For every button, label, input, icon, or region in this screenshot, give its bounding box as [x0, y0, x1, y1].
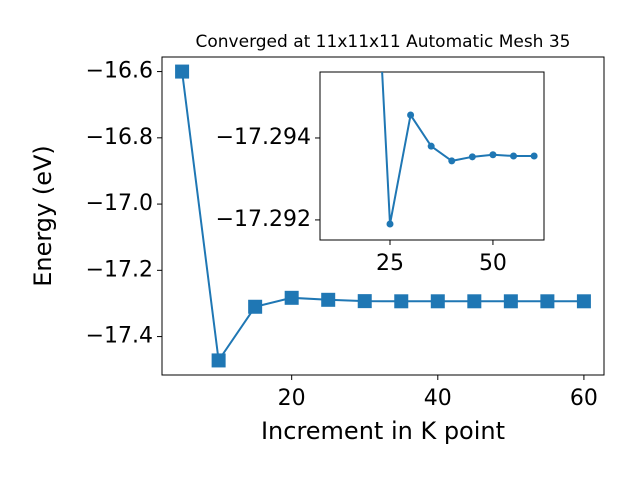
marker — [503, 294, 518, 309]
marker — [576, 294, 591, 309]
marker — [489, 151, 497, 159]
x-tick-label: 25 — [376, 251, 404, 276]
chart-title: Converged at 11x11x11 Automatic Mesh 35 — [196, 32, 571, 52]
marker — [448, 157, 456, 165]
marker — [467, 294, 482, 309]
y-tick-label: −17.292 — [216, 207, 311, 232]
marker — [468, 153, 476, 161]
marker — [540, 294, 555, 309]
marker — [394, 294, 409, 309]
y-tick-label: −16.8 — [86, 125, 153, 150]
y-tick-label: −17.294 — [216, 125, 311, 150]
y-axis-label: Energy (eV) — [29, 145, 57, 287]
marker — [427, 142, 435, 150]
marker — [284, 290, 299, 305]
marker — [530, 152, 538, 160]
y-tick-label: −16.6 — [86, 59, 153, 84]
x-tick-label: 20 — [278, 386, 306, 411]
x-tick-label: 50 — [479, 251, 507, 276]
marker — [321, 292, 336, 307]
marker — [175, 64, 190, 79]
marker — [211, 353, 226, 368]
x-tick-label: 60 — [570, 386, 598, 411]
series — [175, 64, 591, 368]
marker — [386, 220, 394, 228]
marker — [248, 299, 263, 314]
marker — [357, 294, 372, 309]
y-tick-label: −17.0 — [86, 191, 153, 216]
x-tick-label: 40 — [424, 386, 452, 411]
marker — [407, 111, 415, 119]
y-tick-label: −17.4 — [86, 324, 153, 349]
series — [381, 72, 538, 228]
y-tick-label: −17.2 — [86, 257, 153, 282]
marker — [430, 294, 445, 309]
marker — [510, 152, 518, 160]
x-axis-label: Increment in K point — [261, 417, 505, 445]
